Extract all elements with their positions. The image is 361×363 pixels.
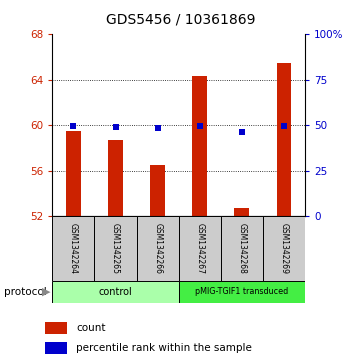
FancyBboxPatch shape [179, 281, 305, 303]
Text: count: count [76, 323, 105, 333]
Point [113, 124, 118, 130]
Text: GDS5456 / 10361869: GDS5456 / 10361869 [106, 13, 255, 27]
Bar [277, 63, 291, 216]
Text: percentile rank within the sample: percentile rank within the sample [76, 343, 252, 353]
Point [155, 125, 161, 131]
Bar [235, 208, 249, 216]
Text: GSM1342267: GSM1342267 [195, 223, 204, 274]
Bar [150, 165, 165, 216]
Text: GSM1342264: GSM1342264 [69, 223, 78, 274]
FancyBboxPatch shape [263, 216, 305, 281]
Text: GSM1342265: GSM1342265 [111, 223, 120, 274]
Text: ▶: ▶ [42, 287, 50, 297]
Text: GSM1342269: GSM1342269 [279, 223, 288, 274]
FancyBboxPatch shape [136, 216, 179, 281]
Point [239, 129, 245, 134]
FancyBboxPatch shape [45, 342, 67, 354]
FancyBboxPatch shape [52, 281, 179, 303]
Text: protocol: protocol [4, 287, 46, 297]
Text: control: control [99, 287, 132, 297]
Bar [192, 77, 207, 216]
Bar [108, 140, 123, 216]
Text: GSM1342268: GSM1342268 [238, 223, 246, 274]
FancyBboxPatch shape [179, 216, 221, 281]
FancyBboxPatch shape [221, 216, 263, 281]
Bar [66, 131, 81, 216]
FancyBboxPatch shape [52, 216, 95, 281]
FancyBboxPatch shape [45, 322, 67, 334]
Text: pMIG-TGIF1 transduced: pMIG-TGIF1 transduced [195, 287, 288, 296]
Point [281, 123, 287, 129]
Point [197, 123, 203, 129]
FancyBboxPatch shape [95, 216, 136, 281]
Text: GSM1342266: GSM1342266 [153, 223, 162, 274]
Point [70, 123, 76, 129]
